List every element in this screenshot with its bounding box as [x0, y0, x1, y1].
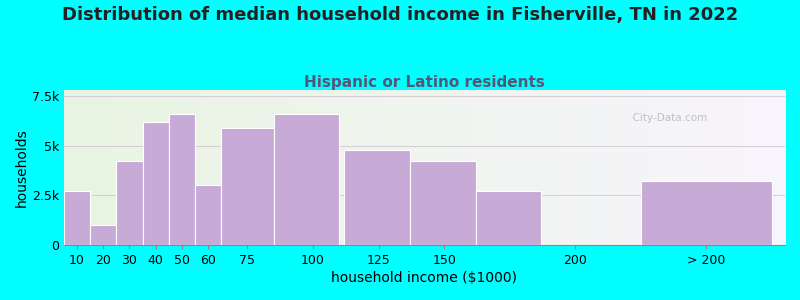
Bar — [222, 128, 274, 245]
Bar — [64, 191, 90, 245]
Bar — [274, 114, 339, 245]
Bar — [410, 161, 475, 245]
Bar — [345, 149, 410, 245]
Bar — [641, 181, 772, 245]
Text: City-Data.com: City-Data.com — [626, 113, 708, 123]
Bar — [195, 185, 222, 245]
Title: Hispanic or Latino residents: Hispanic or Latino residents — [304, 75, 545, 90]
Bar — [169, 114, 195, 245]
Y-axis label: households: households — [15, 128, 29, 207]
X-axis label: household income ($1000): household income ($1000) — [331, 271, 518, 285]
Bar — [90, 225, 116, 245]
Text: Distribution of median household income in Fisherville, TN in 2022: Distribution of median household income … — [62, 6, 738, 24]
Bar — [142, 122, 169, 245]
Bar — [116, 161, 142, 245]
Bar — [475, 191, 541, 245]
